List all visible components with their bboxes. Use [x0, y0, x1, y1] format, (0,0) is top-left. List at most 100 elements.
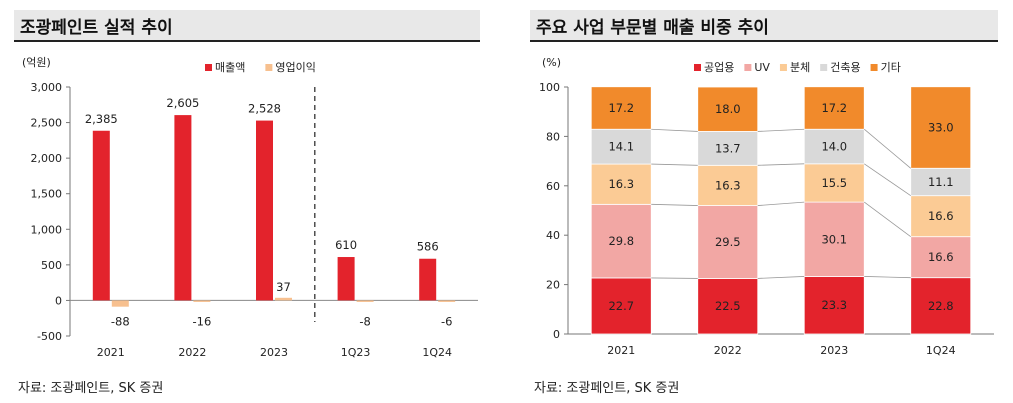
sales-trend-panel: 조광페인트 실적 추이 (억원) -500 0 500 1,000 1,500 2,000 2… [0, 0, 494, 403]
data-label-분체-2021: 16.3 [608, 177, 634, 191]
stack-connector-line [651, 128, 698, 132]
bar-영업이익-1q24 [438, 300, 456, 302]
data-label-기타-1q24: 33.0 [928, 121, 954, 135]
segment-기타-2022 [697, 86, 759, 132]
left-x-tick-label: 1Q23 [341, 346, 371, 359]
segment-mix-source: 자료: 조광페인트, SK 증권 [534, 381, 680, 396]
data-label-기타-2021: 17.2 [608, 101, 634, 115]
legend-label-기타: 기타 [881, 61, 901, 74]
right-x-tick-label: 2021 [607, 344, 635, 357]
legend-swatch-분체 [779, 64, 787, 71]
stack-connector-line [651, 203, 698, 206]
legend-label-uv: UV [754, 61, 770, 74]
segment-mix-chart: (%) 0 20 40 60 80 100 22.7 29.8 16.3 14.1 17.2 2021 2… [539, 56, 994, 357]
segment-mix-title: 주요 사업 부문별 매출 비중 추이 [536, 17, 769, 38]
bar-영업이익-1q23 [356, 300, 374, 302]
segment-mix-title-bar: 주요 사업 부문별 매출 비중 추이 [530, 10, 998, 42]
data-label-uv-2021: 29.8 [608, 234, 634, 248]
right-x-tick-label: 2022 [714, 344, 742, 357]
data-label-분체-2023: 15.5 [821, 176, 847, 190]
segment-공업용-2023 [803, 276, 865, 335]
bar-매출액-1q24 [419, 258, 437, 301]
bar-영업이익-2023 [275, 297, 292, 301]
left-y-tick-label: 2,000 [31, 152, 63, 165]
data-label-공업용-2022: 22.5 [715, 299, 741, 313]
data-label-공업용-2021: 22.7 [608, 299, 634, 313]
data-label-영업이익-1q23: -8 [359, 314, 370, 328]
data-label-영업이익-1q24: -6 [441, 314, 452, 328]
bar-매출액-2023 [256, 120, 273, 301]
legend-label-매출액: 매출액 [215, 61, 245, 74]
sales-trend-source: 자료: 조광페인트, SK 증권 [18, 381, 164, 396]
segment-건축용-1q24 [910, 167, 972, 197]
sales-trend-title: 조광페인트 실적 추이 [20, 17, 173, 38]
segment-공업용-2022 [697, 278, 759, 335]
right-y-tick-label: 20 [546, 279, 560, 292]
legend-swatch-uv [744, 64, 752, 71]
segment-분체-2021 [590, 163, 652, 205]
left-y-tick-label: 1,000 [31, 223, 63, 236]
right-x-tick-label: 2023 [820, 344, 848, 357]
right-x-tick-label: 1Q24 [926, 344, 956, 357]
bar-매출액-1q23 [337, 257, 355, 301]
left-y-tick-label: 2,500 [31, 117, 63, 130]
stack-connector-line [757, 128, 805, 132]
left-x-tick-label: 1Q24 [422, 346, 452, 359]
legend-swatch-공업용 [694, 64, 701, 71]
left-y-tick-label: 3,000 [31, 81, 63, 94]
legend-label-건축용: 건축용 [830, 61, 860, 74]
segment-uv-1q24 [910, 236, 972, 279]
data-label-영업이익-2021: -88 [111, 314, 130, 328]
left-y-tick-label: 0 [55, 294, 62, 307]
segment-기타-2023 [803, 86, 865, 130]
data-label-매출액-1q24: 586 [417, 240, 439, 254]
bar-영업이익-2021 [111, 300, 129, 307]
segment-공업용-1q24 [910, 277, 972, 335]
right-y-unit: (%) [542, 56, 561, 69]
data-label-분체-2022: 16.3 [715, 178, 741, 192]
segment-uv-2023 [803, 201, 865, 277]
segment-공업용-2021 [590, 277, 652, 335]
segment-기타-1q24 [910, 86, 972, 169]
left-x-tick-label: 2022 [178, 346, 206, 359]
left-y-unit: (억원) [22, 56, 51, 69]
legend-label-공업용: 공업용 [704, 61, 734, 74]
stack-connector-line [864, 201, 911, 238]
data-label-건축용-1q24: 11.1 [928, 175, 954, 189]
segment-uv-2021 [590, 203, 652, 279]
bar-매출액-2021 [92, 130, 110, 301]
segment-mix-panel: 주요 사업 부문별 매출 비중 추이 (%) 0 20 40 60 80 100 22.7 29… [526, 0, 1013, 403]
data-label-uv-2023: 30.1 [821, 232, 847, 246]
left-y-tick-label: 1,500 [31, 188, 63, 201]
data-label-건축용-2023: 14.0 [821, 140, 847, 154]
stack-connector-line [864, 163, 911, 197]
data-label-공업용-2023: 23.3 [821, 298, 847, 312]
segment-분체-2023 [803, 163, 865, 203]
segment-건축용-2022 [697, 131, 759, 166]
left-x-tick-label: 2021 [97, 346, 125, 359]
legend-swatch-매출액 [205, 64, 212, 71]
data-label-건축용-2022: 13.7 [715, 141, 741, 155]
left-y-tick-label: -500 [37, 330, 62, 343]
right-y-tick-label: 100 [539, 81, 560, 94]
segment-건축용-2021 [590, 128, 652, 165]
stack-connector-line [651, 163, 698, 166]
data-label-매출액-2022: 2,605 [166, 96, 199, 110]
legend-label-분체: 분체 [790, 61, 810, 74]
bar-영업이익-2022 [193, 300, 211, 302]
segment-uv-2022 [697, 205, 759, 279]
data-label-영업이익-2022: -16 [193, 314, 212, 328]
data-label-기타-2023: 17.2 [821, 101, 847, 115]
stack-connector-line [864, 276, 911, 279]
data-label-영업이익-2023: 37 [276, 280, 291, 294]
data-label-공업용-1q24: 22.8 [928, 299, 954, 313]
segment-분체-1q24 [910, 195, 972, 238]
legend-label-영업이익: 영업이익 [275, 61, 315, 74]
bar-매출액-2022 [174, 115, 192, 301]
stack-connector-line [757, 276, 805, 279]
left-x-tick-label: 2023 [260, 346, 288, 359]
legend-swatch-건축용 [820, 64, 828, 71]
data-label-건축용-2021: 14.1 [608, 140, 634, 154]
data-label-매출액-2021: 2,385 [85, 112, 118, 126]
data-label-uv-2022: 29.5 [715, 235, 741, 249]
